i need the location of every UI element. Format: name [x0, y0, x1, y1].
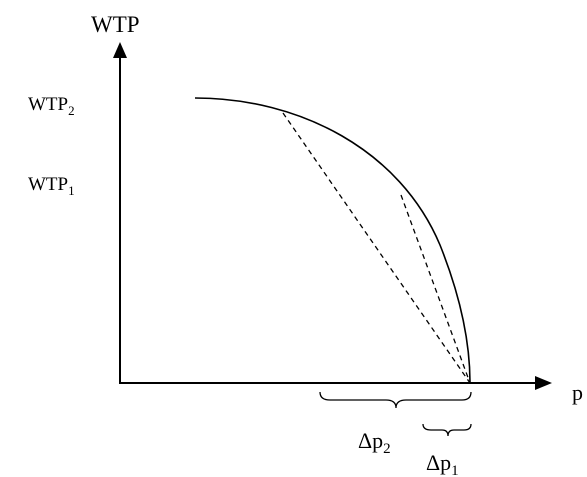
chord-dp1: [400, 194, 471, 384]
y-axis-label: WTP: [91, 12, 140, 37]
x-axis-label: p: [572, 380, 583, 405]
brace-dp2: [319, 391, 472, 409]
x-axis-arrowhead: [535, 376, 552, 390]
wtp-curve: [194, 97, 471, 384]
delta-p1-label: Δp1: [426, 450, 459, 477]
delta-p2-label: Δp2: [358, 428, 391, 457]
wtp2-label: WTP2: [28, 94, 75, 118]
chord-dp2: [282, 112, 471, 384]
brace-dp1: [422, 423, 472, 437]
y-axis-arrowhead: [113, 42, 127, 58]
wtp1-label: WTP1: [28, 174, 75, 198]
